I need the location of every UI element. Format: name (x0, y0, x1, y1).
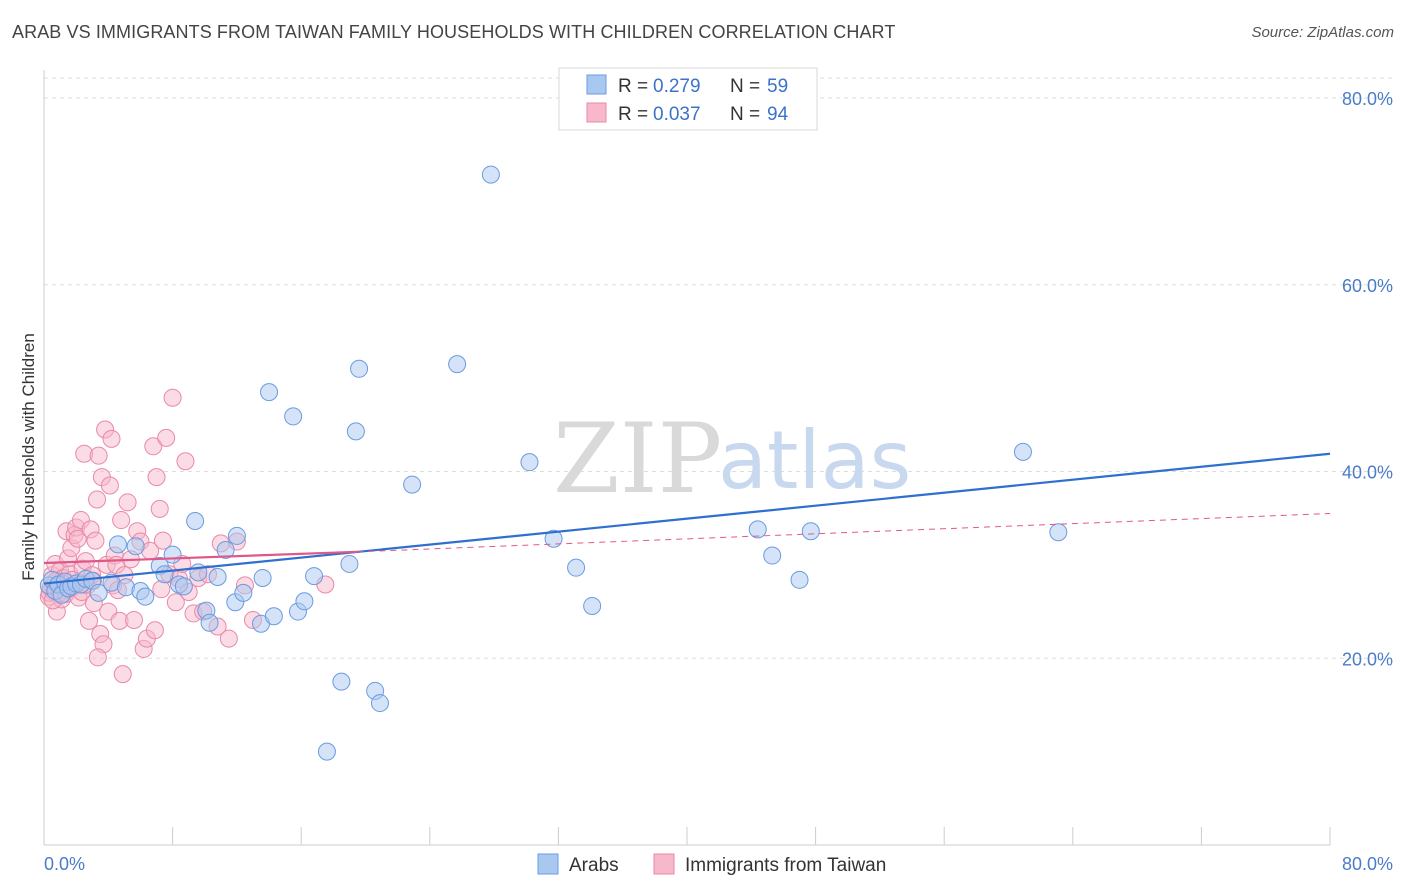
legend-n-label-arabs: N = (730, 76, 760, 97)
point-arabs (544, 529, 563, 548)
bottom-legend-swatch-arabs (537, 853, 559, 875)
series-taiwan-points (39, 388, 335, 684)
point-arabs (216, 540, 235, 559)
point-arabs (227, 526, 246, 545)
point-arabs (520, 453, 539, 472)
point-arabs (264, 607, 283, 626)
point-taiwan (88, 648, 107, 667)
point-arabs (126, 537, 145, 556)
point-arabs (208, 568, 227, 587)
chart-source: Source: ZipAtlas.com (1251, 24, 1394, 41)
point-arabs (253, 568, 272, 587)
legend-swatch-taiwan (586, 102, 607, 123)
gridlines (44, 77, 1393, 659)
point-arabs (1049, 523, 1068, 542)
x-tick-label-min: 0.0% (44, 854, 85, 874)
trend-line-arabs (43, 452, 1331, 585)
trend-line-taiwan (43, 550, 358, 565)
point-taiwan (102, 429, 121, 448)
point-taiwan (118, 493, 137, 512)
x-tick-label-max: 80.0% (1342, 854, 1393, 874)
point-arabs (295, 592, 314, 611)
legend-n-label-taiwan: N = (730, 104, 760, 125)
point-arabs (448, 355, 467, 374)
point-taiwan (152, 580, 171, 599)
point-taiwan (86, 531, 105, 550)
point-taiwan (112, 511, 131, 530)
watermark: ZIP atlas (553, 403, 911, 515)
trend-line-taiwan-extension (357, 513, 1331, 553)
bottom-legend-label-taiwan: Immigrants from Taiwan (685, 855, 886, 876)
point-taiwan (219, 629, 238, 648)
y-tick-label: 60.0% (1342, 276, 1393, 296)
point-arabs (317, 742, 336, 761)
point-arabs (801, 522, 820, 541)
point-arabs (346, 422, 365, 441)
point-taiwan (113, 665, 132, 684)
point-arabs (1013, 442, 1032, 461)
point-arabs (748, 520, 767, 539)
point-arabs (155, 565, 174, 584)
trend-lines (43, 452, 1331, 585)
bottom-legend: Arabs Immigrants from Taiwan (537, 853, 886, 876)
point-arabs (174, 577, 193, 596)
point-taiwan (68, 529, 87, 548)
point-arabs (567, 558, 586, 577)
point-taiwan (80, 611, 99, 630)
bottom-legend-swatch-taiwan (653, 853, 675, 875)
point-arabs (260, 383, 279, 402)
point-taiwan (157, 428, 176, 447)
chart-title: ARAB VS IMMIGRANTS FROM TAIWAN FAMILY HO… (12, 22, 896, 42)
y-tick-label: 20.0% (1342, 649, 1393, 669)
point-taiwan (145, 621, 164, 640)
point-taiwan (144, 437, 163, 456)
watermark-atlas: atlas (718, 414, 911, 507)
y-tick-labels: 20.0% 40.0% 60.0% 80.0% (1342, 89, 1393, 669)
point-arabs (583, 596, 602, 615)
point-taiwan (147, 468, 166, 487)
y-tick-label: 80.0% (1342, 89, 1393, 109)
point-arabs (763, 546, 782, 565)
point-arabs (186, 511, 205, 530)
legend-r-label-arabs: R = (618, 76, 648, 97)
x-tick-marks (172, 827, 1331, 845)
point-taiwan (89, 446, 108, 465)
point-arabs (305, 567, 324, 586)
point-arabs (340, 554, 359, 573)
point-arabs (790, 570, 809, 589)
legend-r-value-arabs: 0.279 (653, 76, 701, 97)
point-arabs (332, 672, 351, 691)
point-arabs (350, 359, 369, 378)
y-axis-label: Family Households with Children (19, 333, 38, 581)
watermark-zip: ZIP (553, 403, 722, 515)
point-arabs (481, 165, 500, 184)
point-taiwan (176, 452, 195, 471)
point-arabs (370, 694, 389, 713)
legend-n-value-taiwan: 94 (767, 104, 789, 125)
point-arabs (163, 545, 182, 564)
point-taiwan (125, 610, 144, 629)
legend: R = 0.279 N = 59 R = 0.037 N = 94 (558, 67, 818, 131)
point-arabs (136, 587, 155, 606)
legend-r-value-taiwan: 0.037 (653, 104, 701, 125)
point-taiwan (150, 499, 169, 518)
point-arabs (284, 407, 303, 426)
point-taiwan (166, 593, 185, 612)
point-arabs (89, 583, 108, 602)
point-arabs (234, 583, 253, 602)
bottom-legend-label-arabs: Arabs (569, 855, 619, 876)
point-arabs (108, 535, 127, 554)
legend-n-value-arabs: 59 (767, 76, 788, 97)
point-arabs (200, 613, 219, 632)
y-tick-label: 40.0% (1342, 463, 1393, 483)
point-arabs (403, 475, 422, 494)
point-taiwan (88, 490, 107, 509)
point-taiwan (163, 388, 182, 407)
legend-r-label-taiwan: R = (618, 104, 648, 125)
legend-swatch-arabs (586, 74, 607, 95)
point-taiwan (153, 531, 172, 550)
point-taiwan (100, 476, 119, 495)
